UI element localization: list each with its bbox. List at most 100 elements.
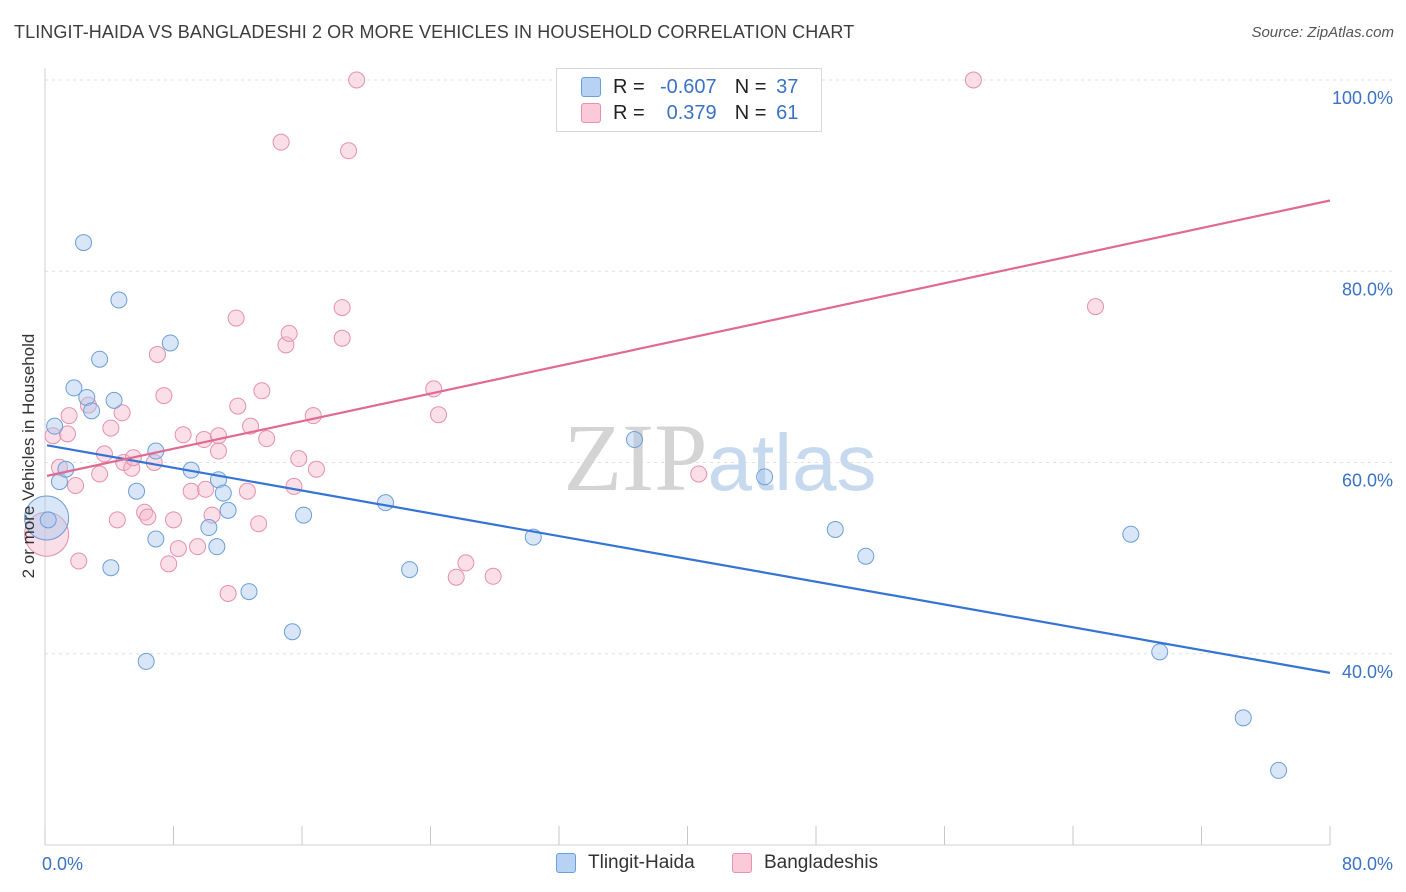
bangladeshis-point xyxy=(67,476,85,494)
bangladeshis-point xyxy=(430,406,448,424)
legend-swatch-pink xyxy=(581,103,601,123)
tlingit-haida-point xyxy=(83,402,101,420)
y-tick-label: 100.0% xyxy=(1332,88,1393,108)
bangladeshis-point xyxy=(136,503,154,521)
tlingit-haida-point xyxy=(128,482,146,500)
tlingit-haida-point xyxy=(401,561,419,579)
bangladeshis-point xyxy=(447,568,465,586)
bangladeshis-point xyxy=(280,324,298,342)
tlingit-haida-point xyxy=(1122,525,1140,543)
bangladeshis-point xyxy=(307,460,325,478)
legend-row-bangladeshis: R = 0.379 N = 61 xyxy=(581,100,798,126)
trend-lines xyxy=(46,199,1331,674)
tlingit-haida-point xyxy=(377,494,395,512)
bangladeshis-point xyxy=(242,417,260,435)
bangladeshis-point xyxy=(250,515,268,533)
bangladeshis-point xyxy=(340,142,358,160)
bangladeshis-point xyxy=(108,511,126,529)
bangladeshis-point xyxy=(58,425,76,443)
legend-swatch-pink xyxy=(732,853,752,873)
correlation-legend: R = -0.607 N = 37 R = 0.379 N = 61 xyxy=(556,68,822,132)
bangladeshis-point xyxy=(102,419,120,437)
bangladeshis-point xyxy=(148,345,166,363)
bangladeshis-point xyxy=(258,430,276,448)
tlingit-haida-point xyxy=(110,291,128,309)
bangladeshis-point xyxy=(285,477,303,495)
legend-n-label: N = xyxy=(734,75,767,98)
legend-r-label: R = xyxy=(613,75,645,98)
legend-row-tlingit-haida: R = -0.607 N = 37 xyxy=(581,74,798,100)
y-tick-label: 80.0% xyxy=(1342,279,1393,299)
bangladeshis-point xyxy=(182,482,200,500)
bangladeshis-point xyxy=(169,540,187,558)
legend-n-value: 37 xyxy=(776,75,799,98)
bangladeshis-point xyxy=(209,442,227,460)
tlingit-haida-point xyxy=(105,391,123,409)
bangladeshis-point xyxy=(139,508,157,526)
x-tick-label: 80.0% xyxy=(1342,854,1393,874)
bangladeshis-point xyxy=(333,299,351,317)
bangladeshis-point xyxy=(60,407,78,425)
tlingit-haida-point xyxy=(39,511,57,529)
source-label: Source: ZipAtlas.com xyxy=(1251,24,1394,41)
tlingit-haida-point xyxy=(46,417,64,435)
bangladeshis-point xyxy=(195,431,213,449)
tlingit-haida-point xyxy=(200,519,218,537)
series-legend-label: Tlingit-Haida xyxy=(588,852,695,873)
y-axis-label: 2 or more Vehicles in Household xyxy=(19,334,38,579)
tlingit-haida-point xyxy=(1270,761,1288,779)
bangladeshis-point xyxy=(219,585,237,603)
legend-swatch-blue xyxy=(556,853,576,873)
bangladeshis-point xyxy=(333,329,351,347)
tlingit-haida-point xyxy=(214,484,232,502)
tlingit-haida-point xyxy=(65,379,83,397)
tlingit-haida-point xyxy=(857,547,875,565)
tick-labels: 100.0% 80.0% 60.0% 40.0% 0.0% 80.0% xyxy=(42,88,1393,874)
bangladeshis-point xyxy=(227,309,245,327)
tlingit-haida-point xyxy=(147,530,165,548)
axes xyxy=(44,68,1331,846)
tlingit-haida-point xyxy=(91,350,109,368)
bangladeshis-point xyxy=(964,71,982,89)
bangladeshis-point xyxy=(690,465,708,483)
y-tick-label: 60.0% xyxy=(1342,471,1393,491)
watermark: ZIPatlas xyxy=(564,404,877,511)
tlingit-haida-point xyxy=(756,468,774,486)
legend-r-label: R = xyxy=(613,101,645,124)
y-tick-label: 40.0% xyxy=(1342,662,1393,682)
bangladeshis-point xyxy=(113,404,131,422)
grid-lines xyxy=(45,79,1394,655)
bangladeshis-point xyxy=(1086,298,1104,316)
tlingit-haida-point xyxy=(137,652,155,670)
bangladeshis-points xyxy=(24,71,1104,603)
bangladeshis-point xyxy=(290,450,308,468)
legend-n-value: 61 xyxy=(776,101,799,124)
tlingit-haida-point xyxy=(24,495,70,541)
bangladeshis-point xyxy=(165,511,182,529)
tlingit-haida-point xyxy=(219,501,237,519)
bangladeshis-point xyxy=(484,567,502,585)
x-tick-label: 0.0% xyxy=(42,854,83,874)
series-legend-tlingit-haida[interactable]: Tlingit-Haida xyxy=(556,852,695,874)
bangladeshis-point xyxy=(272,133,290,151)
bangladeshis-point xyxy=(238,482,256,500)
legend-r-value: -0.607 xyxy=(659,75,717,98)
tlingit-haida-point xyxy=(75,234,93,252)
bangladeshis-point xyxy=(348,71,366,89)
tlingit-haida-point xyxy=(1151,643,1169,661)
bangladeshis-point xyxy=(189,538,207,556)
legend-r-value: 0.379 xyxy=(666,101,717,124)
tlingit-haida-point xyxy=(57,460,75,478)
series-legend: Tlingit-Haida Bangladeshis xyxy=(0,852,1406,878)
bangladeshis-point xyxy=(91,465,109,483)
bangladeshis-trend-line xyxy=(46,199,1331,477)
series-legend-label: Bangladeshis xyxy=(764,852,879,873)
series-legend-bangladeshis[interactable]: Bangladeshis xyxy=(732,852,878,874)
tlingit-haida-point xyxy=(295,506,313,524)
bangladeshis-point xyxy=(155,387,173,405)
tlingit-haida-point xyxy=(283,623,301,641)
bangladeshis-point xyxy=(174,426,192,444)
bangladeshis-point xyxy=(253,382,271,400)
tlingit-haida-trend-line xyxy=(46,444,1331,674)
